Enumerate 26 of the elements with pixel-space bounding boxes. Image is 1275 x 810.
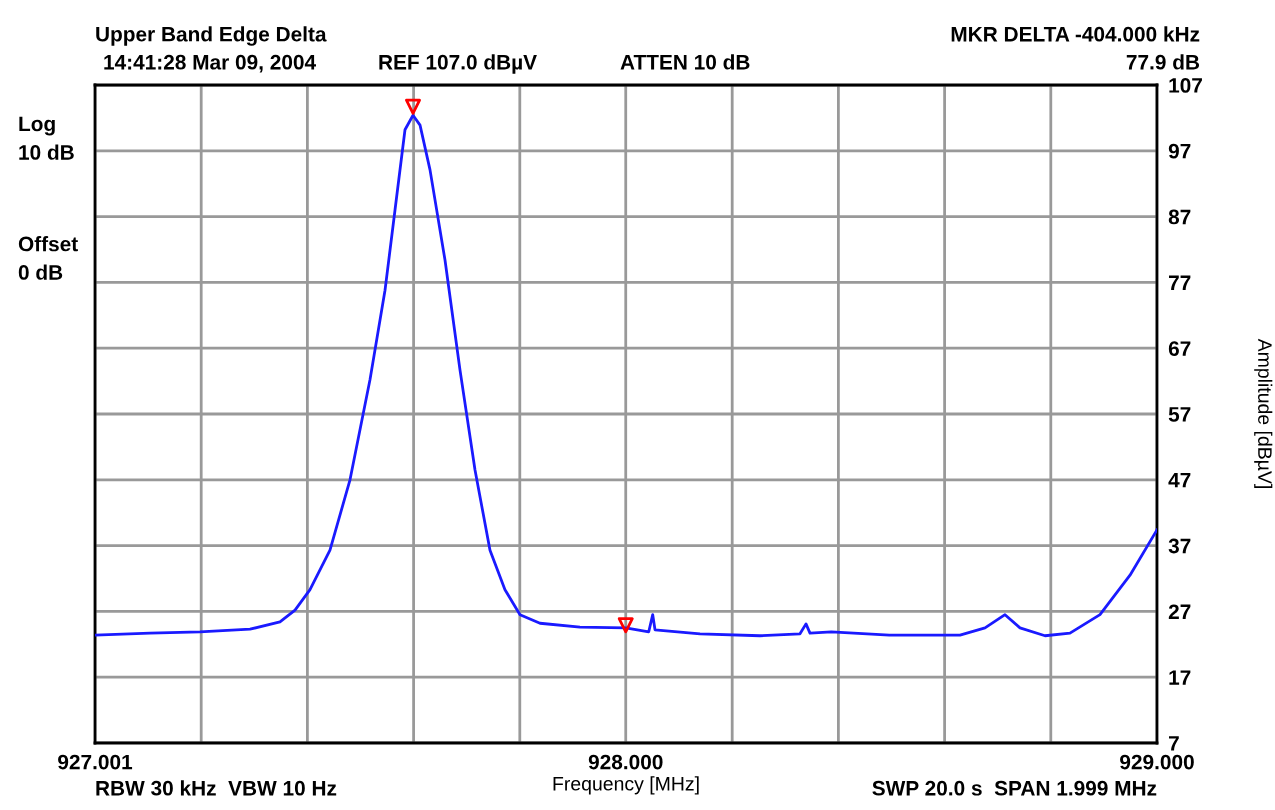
y-tick-label: 47 [1168, 473, 1191, 488]
x-tick-label: 928.000 [588, 754, 663, 770]
y-tick-label: 7 [1169, 736, 1179, 751]
y-tick-label: 67 [1168, 341, 1191, 356]
y-axis-title: Amplitude [dBµV] [1254, 338, 1273, 488]
text: 77.9 dB [1126, 54, 1200, 70]
chart-title: Upper Band Edge Delta [96, 26, 327, 46]
text: Offset 0 dB [18, 236, 78, 280]
x-tick-label: 929.000 [1120, 754, 1194, 770]
text: ATTEN 10 dB [620, 54, 750, 70]
y-tick-label: 57 [1168, 407, 1191, 422]
text: RBW 30 kHz VBW 10 Hz [96, 780, 337, 796]
text: MKR DELTA -404.000 kHz [951, 26, 1200, 42]
y-tick-label: 17 [1169, 670, 1191, 685]
x-tick-label: 927.001 [58, 754, 133, 770]
y-tick-label: 37 [1168, 538, 1191, 554]
x-axis-title: Frequency [MHz] [553, 776, 699, 795]
text: 14:41:28 Mar 09, 2004 [104, 54, 316, 73]
text: Log 10 dB [19, 116, 74, 160]
text: SWP 20.0 s SPAN 1.999 MHz [872, 780, 1157, 796]
y-tick-label: 97 [1168, 143, 1191, 159]
y-tick-label: 27 [1168, 604, 1191, 619]
text: REF 107.0 dBµV [379, 54, 537, 74]
y-tick-label: 107 [1169, 78, 1202, 93]
y-tick-label: 77 [1169, 275, 1191, 290]
y-tick-label: 87 [1168, 209, 1191, 225]
